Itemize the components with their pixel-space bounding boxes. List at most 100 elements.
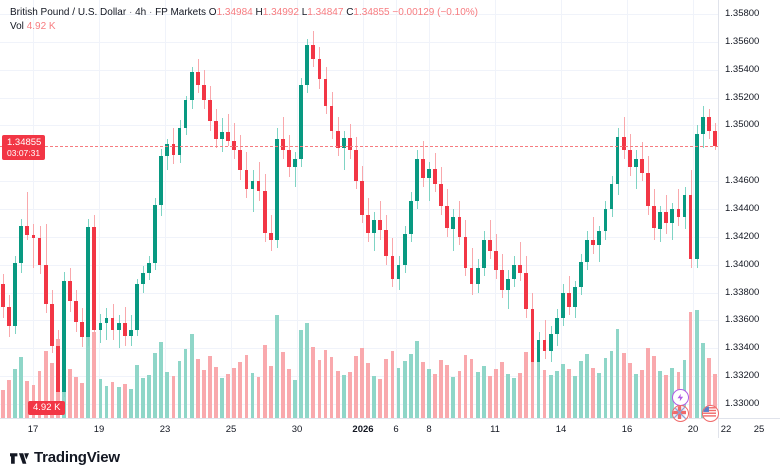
volume-bar [274, 315, 279, 418]
volume-bar [694, 310, 699, 418]
volume-bar [560, 364, 565, 418]
candle-body [524, 273, 529, 310]
volume-bar [372, 375, 377, 418]
candle-wick [283, 117, 284, 159]
volume-bar [208, 355, 212, 418]
interval-label[interactable]: 4h [135, 7, 147, 18]
candle-body [682, 195, 687, 218]
volume-badge[interactable]: 4.92 K [28, 401, 66, 415]
volume-bar [214, 366, 218, 418]
time-axis-tick: 11 [490, 424, 500, 435]
volume-bar [281, 352, 285, 418]
gridline-vertical [33, 0, 34, 418]
volume-bar [183, 348, 188, 418]
time-axis[interactable]: 17 19 23 25 30 2026 6 8 11 14 16 20 22 25 [0, 418, 764, 444]
volume-bar [384, 358, 389, 418]
candle-body [110, 317, 115, 331]
candle-body [104, 317, 109, 324]
volume-bar [664, 374, 669, 418]
candle-body [372, 220, 377, 233]
volume-bar [238, 362, 243, 418]
candle-body [494, 250, 498, 271]
candle-body [700, 117, 705, 134]
candle-wick [228, 114, 229, 147]
candle-body [256, 181, 261, 191]
volume-bar [299, 329, 304, 418]
candle-body [220, 132, 224, 140]
gridline-vertical [429, 0, 430, 418]
volume-bar [354, 355, 358, 418]
candle-body [74, 300, 78, 322]
current-price-line [0, 145, 718, 147]
volume-bar [633, 373, 638, 418]
time-axis-tick: 30 [291, 424, 303, 435]
time-axis-tick: 23 [159, 424, 171, 435]
candle-body [676, 209, 681, 218]
candle-body [451, 217, 456, 229]
volume-bar [439, 360, 444, 418]
volume-bar [481, 365, 486, 418]
candle-body [317, 58, 322, 80]
candle-body [262, 190, 267, 233]
volume-bar [323, 349, 328, 418]
price-axis[interactable]: 1.35800 1.35600 1.35400 1.35200 1.35000 1.346… [718, 0, 780, 438]
candle-wick [508, 270, 509, 310]
time-axis-tick: 8 [426, 424, 432, 435]
volume-bar [13, 368, 18, 418]
candle-body [128, 330, 133, 336]
candle-body [135, 284, 139, 331]
volume-label[interactable]: Vol [10, 21, 24, 32]
candle-body [13, 263, 18, 327]
current-price-text: 1.34855 [7, 136, 42, 148]
current-price-badge[interactable]: 1.34855 03:07:31 [2, 134, 46, 160]
candle-body [658, 211, 663, 229]
volume-bar [627, 363, 632, 418]
volume-bar [104, 385, 109, 418]
candle-body [341, 137, 346, 148]
symbol-title[interactable]: British Pound / U.S. Dollar [10, 7, 127, 18]
candle-wick [27, 192, 28, 240]
candle-body [390, 256, 395, 279]
gridline-horizontal [0, 14, 718, 15]
volume-bar [335, 371, 340, 418]
gridline-vertical [231, 0, 232, 418]
candle-body [189, 72, 194, 101]
volume-bar [396, 367, 401, 418]
candle-wick [429, 161, 430, 201]
volume-bar [329, 356, 334, 418]
candle-body [366, 214, 370, 233]
open-key: O [208, 7, 217, 18]
time-axis-tick: 19 [93, 424, 105, 435]
candle-body [518, 264, 523, 274]
broker-label[interactable]: FP Markets [155, 7, 207, 18]
uk-flag-icon[interactable] [672, 405, 689, 422]
gridline-horizontal [0, 70, 718, 71]
candle-body [37, 238, 42, 265]
lightning-bolt-icon[interactable] [672, 389, 689, 406]
tradingview-wordmark: TradingView [34, 449, 120, 466]
volume-bar [153, 353, 158, 418]
candle-body [579, 261, 583, 288]
volume-bar [110, 382, 115, 418]
price-axis-tick: 1.34200 [725, 230, 760, 242]
volume-bar [201, 370, 206, 418]
gridline-horizontal [0, 125, 718, 126]
candle-body [31, 235, 36, 239]
candle-body [640, 158, 644, 173]
chart-pane[interactable] [0, 0, 718, 418]
candle-body [536, 339, 541, 363]
candle-wick [636, 150, 637, 190]
volume-bar [189, 334, 194, 418]
gridline-horizontal [0, 320, 718, 321]
candle-body [475, 267, 480, 285]
candle-body [421, 158, 425, 179]
candle-body [615, 136, 620, 184]
tradingview-logo[interactable]: TradingView [10, 450, 120, 466]
candle-body [43, 264, 48, 304]
us-flag-icon[interactable] [702, 405, 719, 422]
gridline-horizontal [0, 209, 718, 210]
candle-wick [106, 307, 107, 340]
candle-body [396, 264, 401, 279]
volume-bar [80, 382, 85, 418]
